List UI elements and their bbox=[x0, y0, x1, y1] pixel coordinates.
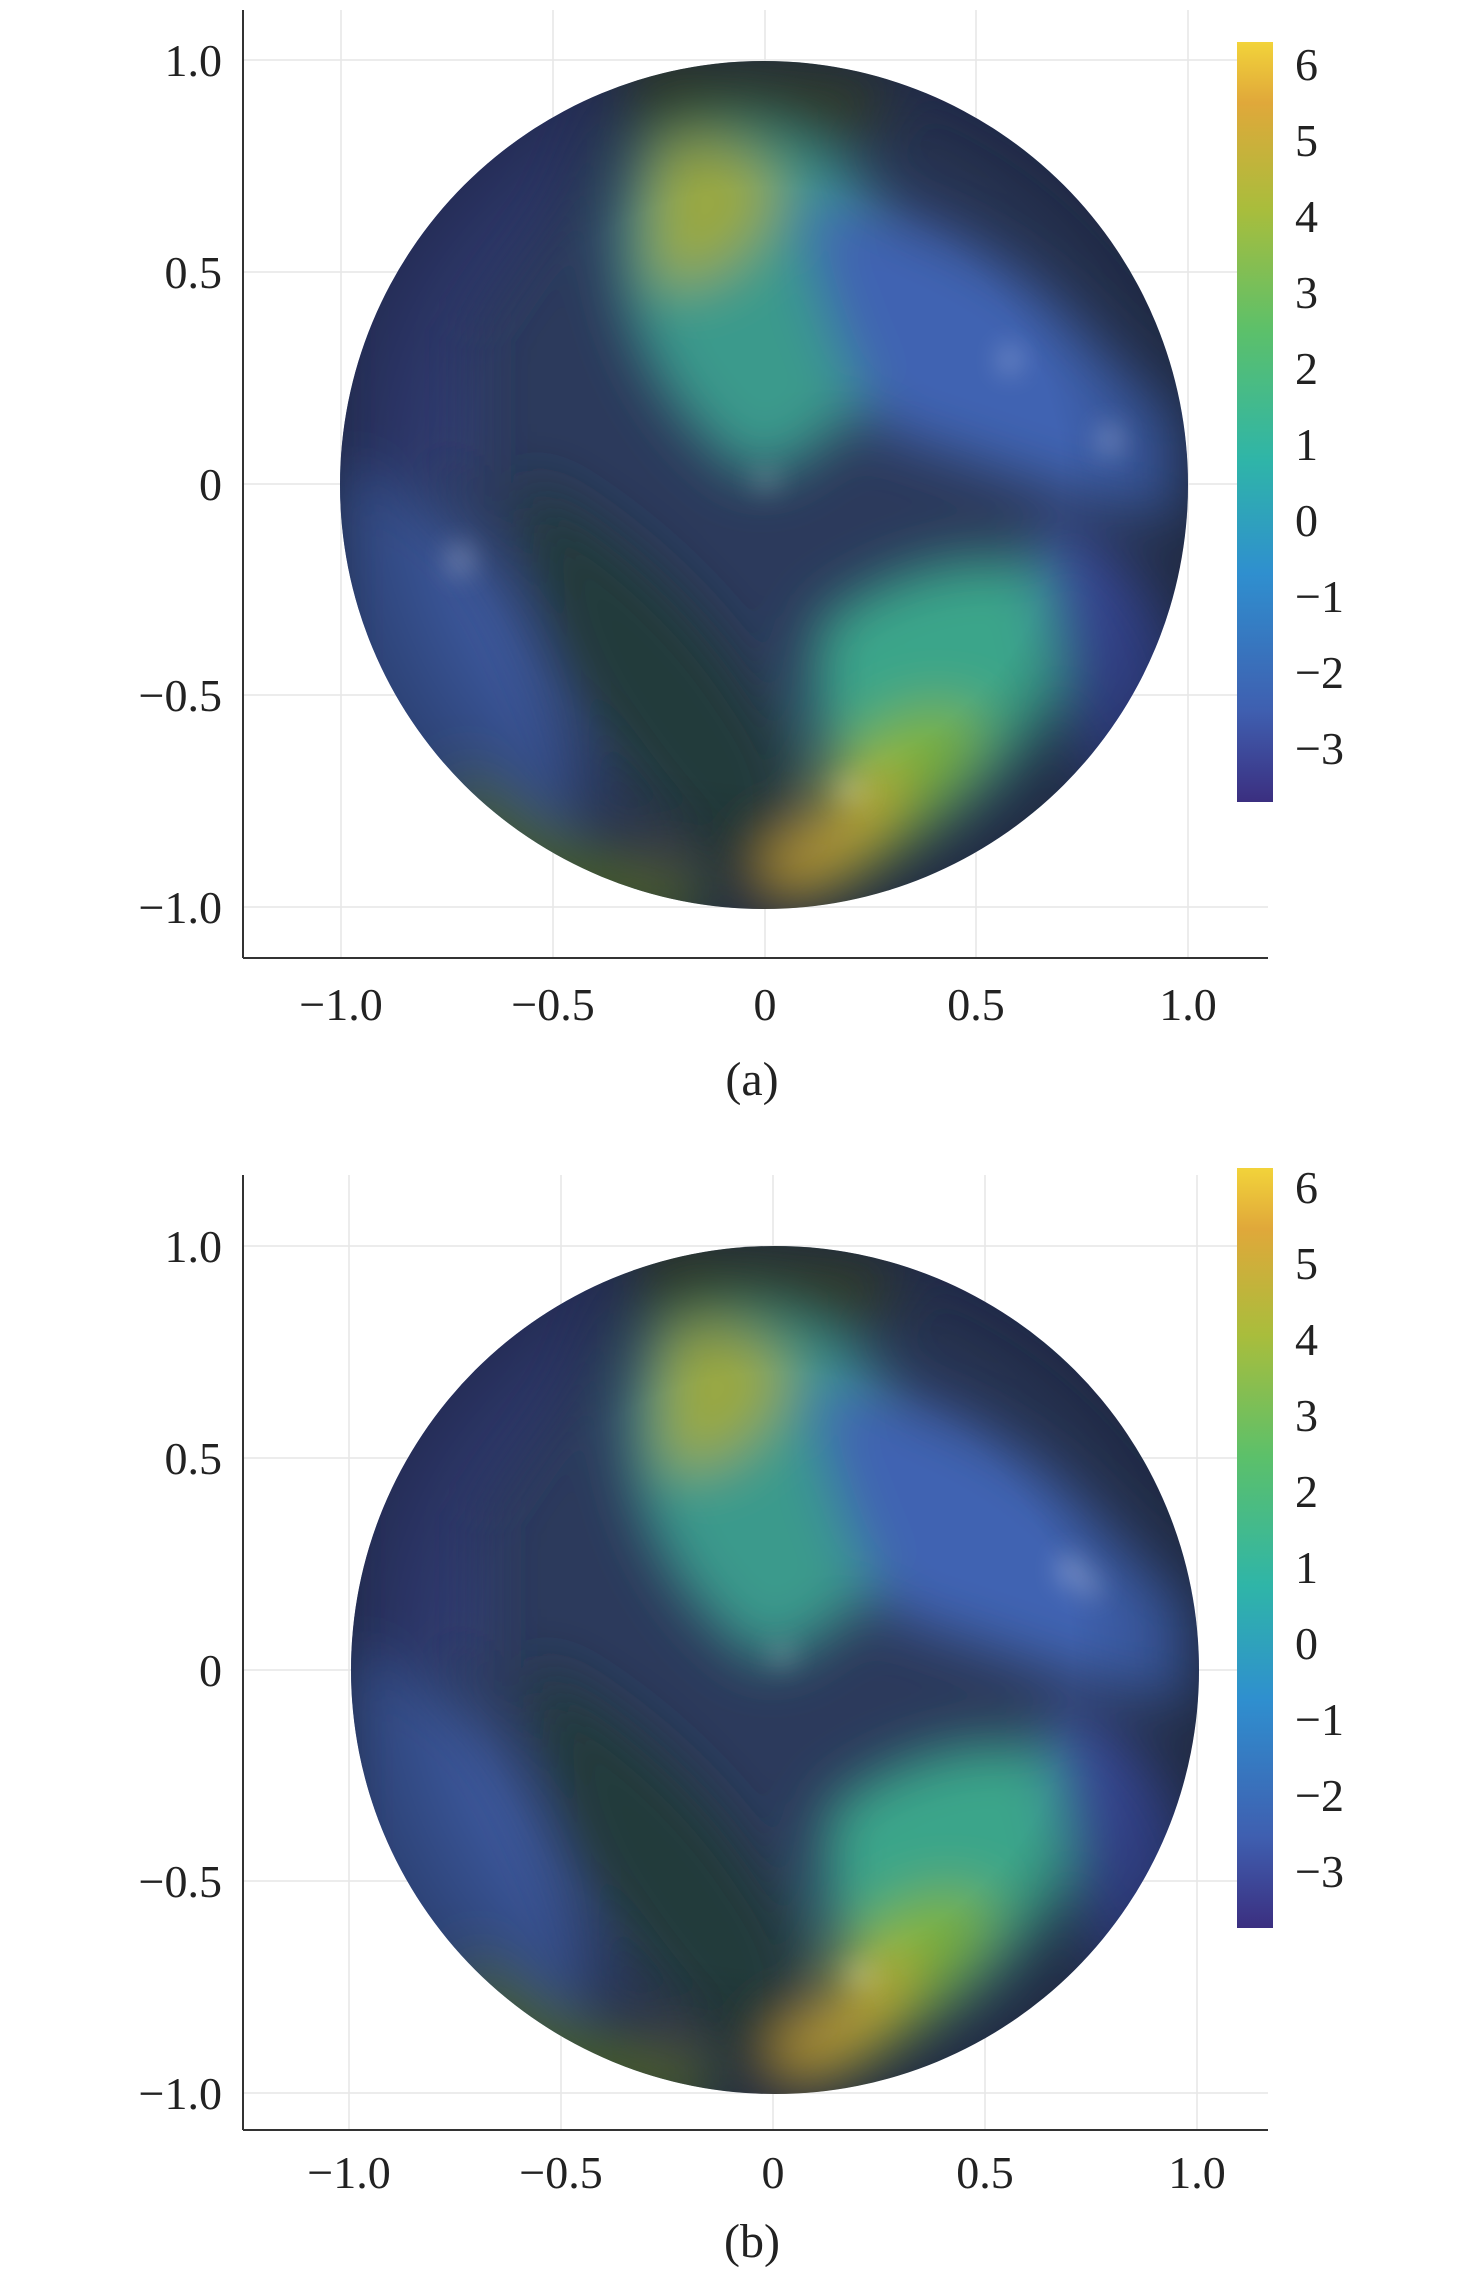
y-tick-label: 0 bbox=[199, 1645, 222, 1696]
axes bbox=[242, 1175, 1268, 2131]
x-tick-labels: −1.0 −0.5 0 0.5 1.0 bbox=[307, 2147, 1225, 2198]
colorbar-tick-label: 4 bbox=[1295, 1314, 1318, 1365]
x-tick-label: 0 bbox=[754, 979, 777, 1030]
colorbar-tick-label: 0 bbox=[1295, 1618, 1318, 1669]
panel-a: −1.0 −0.5 0 0.5 1.0 1.0 0.5 0 −0.5 −1.0 … bbox=[139, 10, 1344, 1106]
colorbar-scale bbox=[1237, 1168, 1273, 1928]
x-tick-label: −1.0 bbox=[299, 979, 382, 1030]
y-tick-label: 1.0 bbox=[165, 1221, 223, 1272]
panel-caption-b: (b) bbox=[724, 2215, 780, 2268]
panel-b: −1.0 −0.5 0 0.5 1.0 1.0 0.5 0 −0.5 −1.0 … bbox=[139, 1162, 1344, 2268]
y-tick-label: 0.5 bbox=[165, 1433, 223, 1484]
colorbar-tick-label: −2 bbox=[1295, 1770, 1344, 1821]
y-tick-label: 1.0 bbox=[165, 35, 223, 86]
y-tick-labels: 1.0 0.5 0 −0.5 −1.0 bbox=[139, 35, 222, 933]
colorbar-tick-label: 1 bbox=[1295, 1542, 1318, 1593]
x-tick-label: −1.0 bbox=[307, 2147, 390, 2198]
panel-caption-a: (a) bbox=[725, 1053, 778, 1106]
disk-surface bbox=[340, 61, 1188, 909]
colorbar: 6 5 4 3 2 1 0 −1 −2 −3 bbox=[1237, 39, 1344, 802]
colorbar-tick-label: 6 bbox=[1295, 39, 1318, 90]
colorbar-tick-label: 2 bbox=[1295, 343, 1318, 394]
x-tick-label: 0.5 bbox=[947, 979, 1005, 1030]
colorbar-tick-label: 2 bbox=[1295, 1466, 1318, 1517]
colorbar-tick-label: 1 bbox=[1295, 419, 1318, 470]
colorbar-tick-label: −1 bbox=[1295, 1694, 1344, 1745]
y-tick-label: −1.0 bbox=[139, 2068, 222, 2119]
y-tick-label: 0 bbox=[199, 459, 222, 510]
colorbar-tick-label: 3 bbox=[1295, 1390, 1318, 1441]
x-tick-label: 1.0 bbox=[1168, 2147, 1226, 2198]
x-tick-label: 1.0 bbox=[1159, 979, 1217, 1030]
colorbar-tick-label: −1 bbox=[1295, 571, 1344, 622]
colorbar-scale bbox=[1237, 42, 1273, 802]
colorbar: 6 5 4 3 2 1 0 −1 −2 −3 bbox=[1237, 1162, 1344, 1928]
colorbar-tick-label: 3 bbox=[1295, 267, 1318, 318]
colorbar-tick-labels: 6 5 4 3 2 1 0 −1 −2 −3 bbox=[1295, 1162, 1344, 1897]
colorbar-tick-label: 5 bbox=[1295, 115, 1318, 166]
x-tick-label: −0.5 bbox=[519, 2147, 602, 2198]
colorbar-tick-label: 6 bbox=[1295, 1162, 1318, 1213]
x-tick-label: 0 bbox=[762, 2147, 785, 2198]
x-tick-label: 0.5 bbox=[956, 2147, 1014, 2198]
x-tick-label: −0.5 bbox=[511, 979, 594, 1030]
y-tick-label: −1.0 bbox=[139, 882, 222, 933]
axes bbox=[242, 10, 1268, 959]
x-tick-labels: −1.0 −0.5 0 0.5 1.0 bbox=[299, 979, 1216, 1030]
colorbar-tick-labels: 6 5 4 3 2 1 0 −1 −2 −3 bbox=[1295, 39, 1344, 774]
colorbar-tick-label: 0 bbox=[1295, 495, 1318, 546]
y-tick-label: 0.5 bbox=[165, 247, 223, 298]
y-tick-label: −0.5 bbox=[139, 1856, 222, 1907]
colorbar-tick-label: −3 bbox=[1295, 723, 1344, 774]
y-tick-label: −0.5 bbox=[139, 670, 222, 721]
colorbar-tick-label: 5 bbox=[1295, 1238, 1318, 1289]
colorbar-tick-label: −3 bbox=[1295, 1846, 1344, 1897]
colorbar-tick-label: −2 bbox=[1295, 647, 1344, 698]
disk-surface bbox=[351, 1246, 1199, 2094]
colorbar-tick-label: 4 bbox=[1295, 191, 1318, 242]
y-tick-labels: 1.0 0.5 0 −0.5 −1.0 bbox=[139, 1221, 222, 2119]
